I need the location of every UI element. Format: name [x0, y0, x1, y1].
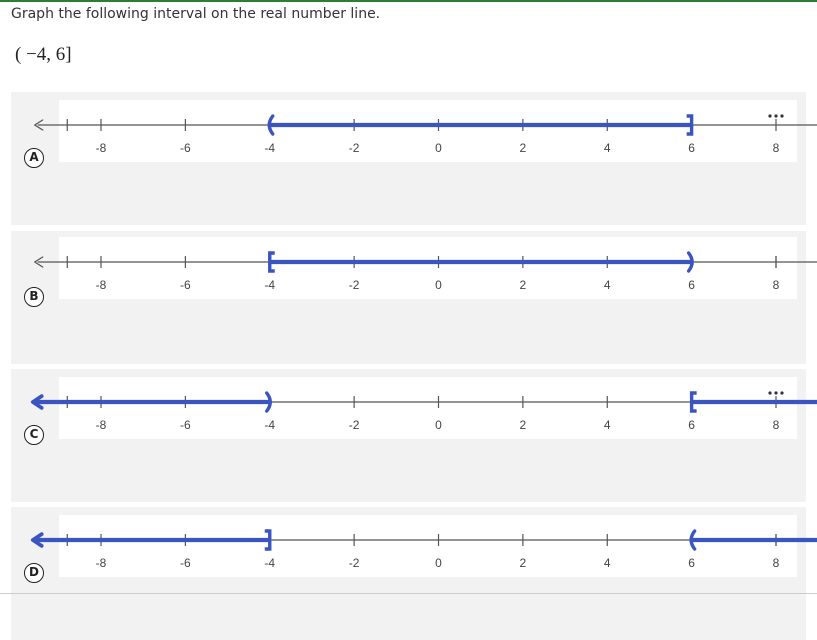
segment-left-mark	[268, 251, 275, 273]
ellipsis-dot	[768, 114, 772, 118]
question-prompt: Graph the following interval on the real…	[11, 6, 381, 22]
tick-label: -8	[96, 141, 107, 155]
tick-label: 2	[520, 556, 527, 570]
tick-label: 8	[773, 141, 780, 155]
tick-label: 4	[604, 418, 611, 432]
number-line-a: -8 -6 -4 -2 0 2 4 6 8	[34, 114, 817, 155]
tick-label: 0	[435, 278, 442, 292]
tick-label: -2	[349, 556, 360, 570]
tick-label: -4	[264, 278, 275, 292]
tick-label: -6	[180, 141, 191, 155]
segment-left-mark	[267, 114, 275, 136]
axis-left-arrow	[34, 119, 44, 131]
segment-right-mark	[686, 114, 694, 136]
tick-label: -6	[180, 278, 191, 292]
tick-label: 8	[773, 556, 780, 570]
top-accent-rule	[0, 0, 817, 2]
tick-label: -2	[349, 418, 360, 432]
bottom-rule	[0, 593, 817, 594]
ellipsis-dot	[780, 391, 784, 395]
number-line-panel-b: -8 -6 -4 -2 0 2 4 6 8	[34, 237, 817, 299]
number-line-d: -8 -6 -4 -2 0 2 4 6 8	[30, 529, 817, 570]
ellipsis-dot	[774, 391, 778, 395]
tick-label: 4	[604, 141, 611, 155]
segment-left-mark	[30, 532, 44, 548]
tick-label: 2	[520, 278, 527, 292]
tick-label: 2	[520, 141, 527, 155]
number-line-panel-d: -8 -6 -4 -2 0 2 4 6 8	[30, 515, 817, 577]
segment-right-mark	[265, 391, 272, 413]
segment-right-mark	[686, 251, 694, 273]
ellipsis-dot	[768, 391, 772, 395]
tick-label: 4	[604, 556, 611, 570]
tick-label: 6	[688, 278, 695, 292]
option-card-d[interactable]: D -8 -6 -4 -2 0 2 4 6 8	[11, 507, 817, 640]
tick-label: 0	[435, 418, 442, 432]
tick-label: 6	[688, 418, 695, 432]
interval-expression: ( −4, 6]	[15, 44, 72, 65]
option-letter-c[interactable]: C	[24, 425, 44, 445]
tick-label: 8	[773, 278, 780, 292]
tick-label: 4	[604, 278, 611, 292]
tick-label: -8	[96, 278, 107, 292]
tick-label: -6	[180, 556, 191, 570]
number-line-b: -8 -6 -4 -2 0 2 4 6 8	[34, 251, 817, 292]
tick-label: 6	[688, 141, 695, 155]
tick-label: -6	[180, 418, 191, 432]
segment-left-mark	[689, 391, 697, 413]
number-line-panel-c: -8 -6 -4 -2 0 2 4 6 8	[30, 377, 817, 439]
tick-label: -4	[264, 556, 275, 570]
tick-label: -4	[264, 141, 275, 155]
tick-label: 0	[435, 141, 442, 155]
tick-label: -2	[349, 141, 360, 155]
ellipsis-dot	[774, 114, 778, 118]
tick-label: -2	[349, 278, 360, 292]
axis-left-arrow	[34, 256, 44, 268]
segment-left-mark	[30, 394, 44, 410]
option-letter-d[interactable]: D	[24, 563, 44, 583]
tick-label: 2	[520, 418, 527, 432]
tick-label: 0	[435, 556, 442, 570]
number-line-panel-a: -8 -6 -4 -2 0 2 4 6 8	[34, 100, 817, 162]
tick-label: -8	[96, 556, 107, 570]
ellipsis-dot	[780, 114, 784, 118]
option-card-c[interactable]: C -8 -6 -4 -2 0 2 4 6 8	[11, 369, 817, 502]
tick-label: -4	[264, 418, 275, 432]
option-letter-a[interactable]: A	[24, 148, 44, 168]
tick-label: 8	[773, 418, 780, 432]
option-letter-b[interactable]: B	[24, 287, 44, 307]
option-card-b[interactable]: B -8 -6 -4 -2 0 2 4 6 8	[11, 231, 817, 364]
tick-label: -8	[96, 418, 107, 432]
tick-label: 6	[688, 556, 695, 570]
segment-right-mark	[264, 529, 272, 551]
segment-left-mark	[689, 529, 697, 551]
option-card-a[interactable]: A -8 -6 -4 -2 0 2 4 6 8	[11, 92, 817, 225]
number-line-c: -8 -6 -4 -2 0 2 4 6 8	[30, 391, 817, 432]
